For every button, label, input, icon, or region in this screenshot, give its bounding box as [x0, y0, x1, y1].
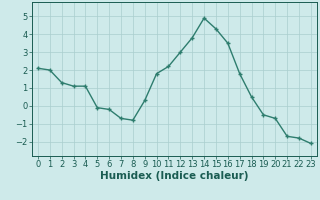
- X-axis label: Humidex (Indice chaleur): Humidex (Indice chaleur): [100, 171, 249, 181]
